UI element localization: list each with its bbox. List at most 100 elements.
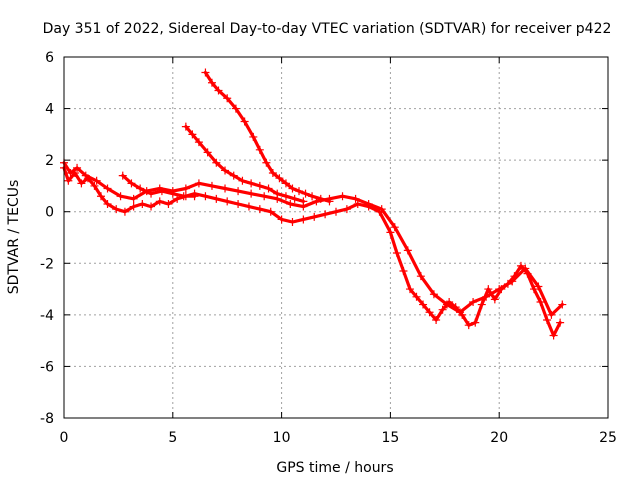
data-point: [521, 264, 530, 273]
data-point: [536, 297, 545, 306]
data-point: [255, 205, 264, 214]
data-point: [332, 207, 340, 216]
series-line: [184, 124, 305, 203]
data-point: [556, 318, 565, 327]
data-point: [273, 189, 282, 198]
data-point: [549, 331, 558, 340]
data-point: [432, 316, 441, 325]
data-point: [464, 321, 473, 330]
data-point: [547, 310, 556, 319]
data-point: [201, 192, 210, 201]
data-point: [429, 290, 438, 299]
series-arc-a: [201, 68, 334, 206]
data-point: [255, 181, 264, 190]
data-point: [364, 199, 373, 208]
data-point: [66, 169, 75, 178]
data-point: [268, 169, 277, 178]
series-track-upper: [60, 158, 567, 319]
tick-layer: 0 5 10 15 20 25 -8 -6 -4 -2 0 2 4 6: [40, 50, 617, 446]
data-point: [129, 202, 138, 211]
data-point: [403, 246, 412, 255]
data-point: [390, 223, 399, 232]
plot-frame: [63, 56, 609, 419]
data-point: [64, 176, 73, 185]
data-point: [92, 176, 101, 185]
x-tick-label: 15: [381, 430, 399, 446]
data-point: [425, 308, 434, 317]
data-point: [238, 176, 247, 185]
data-point: [212, 194, 221, 203]
data-point: [240, 117, 249, 126]
x-tick-label: 10: [273, 430, 291, 446]
data-point: [281, 192, 290, 201]
data-point: [530, 285, 539, 294]
data-point: [229, 171, 238, 180]
data-point: [392, 248, 401, 257]
data-point: [310, 212, 319, 221]
data-point: [164, 199, 173, 208]
data-point: [255, 145, 264, 154]
data-point: [290, 194, 299, 203]
data-point: [471, 318, 480, 327]
data-point: [155, 197, 164, 206]
data-point: [490, 295, 499, 304]
data-point: [442, 300, 451, 309]
data-point: [234, 187, 243, 196]
y-tick-label: -8: [40, 411, 54, 427]
data-point: [81, 171, 90, 180]
data-point: [301, 189, 310, 198]
data-point: [147, 189, 156, 198]
data-point: [181, 122, 190, 131]
data-point: [308, 192, 317, 201]
series-track-main: [60, 163, 565, 340]
data-point: [247, 179, 256, 188]
data-point: [416, 272, 425, 281]
data-point: [484, 285, 493, 294]
plot-layer: [60, 68, 567, 340]
data-point: [201, 68, 210, 77]
data-point: [77, 179, 86, 188]
data-point: [316, 194, 325, 203]
x-tick-label: 25: [599, 430, 617, 446]
data-point: [543, 316, 552, 325]
data-point: [214, 86, 223, 95]
data-point: [482, 292, 491, 301]
data-point: [299, 215, 308, 224]
data-point: [288, 218, 297, 227]
data-point: [212, 158, 221, 167]
data-point: [321, 210, 330, 219]
data-point: [103, 184, 112, 193]
data-point: [103, 199, 112, 208]
data-point: [190, 192, 199, 201]
data-point: [112, 205, 121, 214]
x-tick-label: 0: [60, 430, 69, 446]
data-point: [281, 179, 290, 188]
data-point: [338, 192, 347, 201]
data-point: [247, 189, 256, 198]
data-point: [558, 300, 567, 309]
data-point: [299, 197, 308, 206]
data-point: [221, 184, 230, 193]
data-point: [534, 282, 543, 291]
data-point: [275, 174, 284, 183]
data-point: [386, 228, 395, 237]
y-tick-label: 6: [45, 50, 54, 66]
data-point: [129, 194, 138, 203]
data-point: [456, 308, 465, 317]
y-tick-label: -2: [40, 256, 54, 272]
series-line: [203, 70, 332, 203]
data-point: [377, 205, 386, 214]
data-point: [179, 192, 188, 201]
data-point: [325, 197, 334, 206]
data-point: [231, 104, 240, 113]
data-point: [399, 267, 408, 276]
data-point: [157, 187, 166, 196]
data-point: [207, 181, 216, 190]
data-point: [96, 192, 105, 201]
y-tick-label: -4: [40, 308, 54, 324]
y-tick-label: -6: [40, 359, 54, 375]
data-point: [203, 148, 212, 157]
data-point: [495, 285, 504, 294]
data-point: [234, 199, 243, 208]
